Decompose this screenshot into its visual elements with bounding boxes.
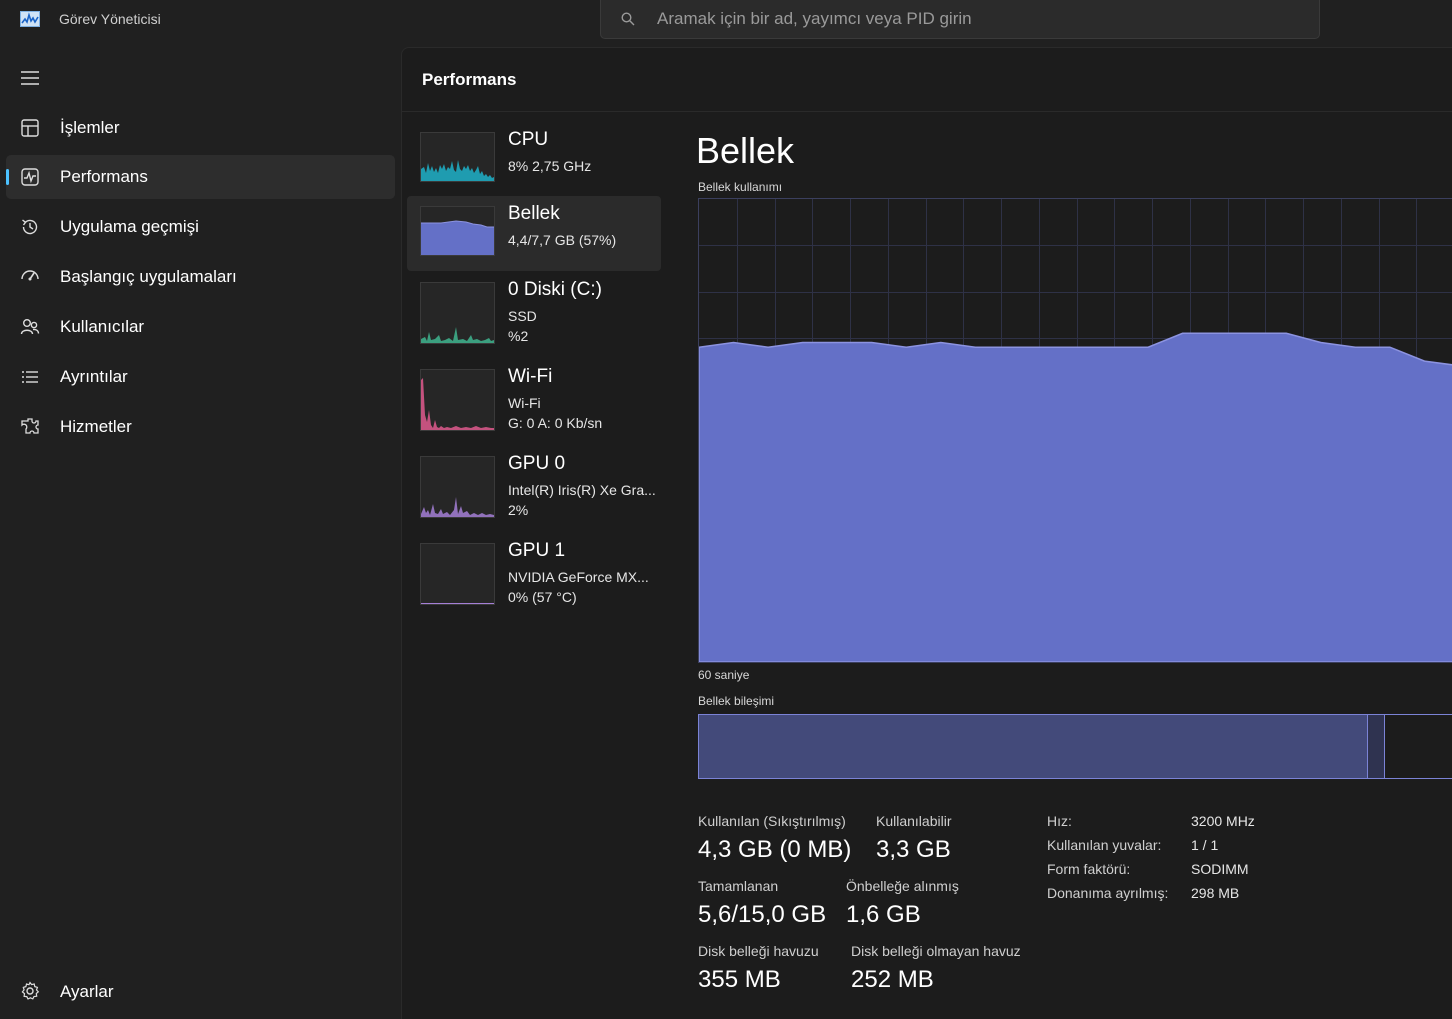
- nav-label: Hizmetler: [60, 417, 132, 436]
- committed-label: Tamamlanan: [698, 878, 779, 894]
- nav-label: Uygulama geçmişi: [60, 217, 199, 236]
- wifi-thumbnail-graph: [420, 369, 495, 431]
- nav-item-performance[interactable]: Performans: [6, 155, 395, 199]
- available-label: Kullanılabilir: [876, 813, 952, 829]
- search-input[interactable]: [657, 7, 1277, 31]
- device-detail-2: %2: [508, 328, 529, 344]
- composition-modified-segment: [1367, 715, 1385, 778]
- nav-pane: İşlemler Performans Uygulama geçmişi: [0, 44, 400, 1019]
- speed-label: Hız:: [1047, 813, 1072, 829]
- gpu0-thumbnail-graph: [420, 456, 495, 518]
- nav-item-settings[interactable]: Ayarlar: [6, 970, 395, 1014]
- nav-item-users[interactable]: Kullanıcılar: [6, 305, 395, 349]
- performance-icon: [21, 168, 39, 186]
- device-detail-2: 0% (57 °C): [508, 589, 577, 605]
- hardware-reserved-label: Donanıma ayrılmış:: [1047, 885, 1169, 901]
- time-span-label: 60 saniye: [698, 668, 750, 682]
- nav-label: İşlemler: [60, 118, 120, 137]
- title-bar: Görev Yöneticisi: [0, 0, 1452, 44]
- users-icon: [20, 319, 40, 335]
- gpu1-thumbnail-graph: [420, 543, 495, 605]
- device-name: 0 Diski (C:): [508, 279, 602, 300]
- memory-composition-bar[interactable]: [698, 714, 1452, 779]
- nav-label: Ayrıntılar: [60, 367, 128, 386]
- device-detail: 8% 2,75 GHz: [508, 158, 592, 174]
- memory-usage-chart: [699, 199, 1452, 662]
- app-title: Görev Yöneticisi: [59, 11, 161, 27]
- detail-title: Bellek: [696, 130, 795, 171]
- services-icon: [21, 418, 39, 434]
- nav-label: Başlangıç uygulamaları: [60, 267, 237, 286]
- memory-usage-graph: [698, 198, 1452, 663]
- nonpaged-pool-label: Disk belleği olmayan havuz: [851, 943, 1021, 959]
- device-name: CPU: [508, 129, 549, 150]
- composition-label: Bellek bileşimi: [698, 694, 775, 708]
- used-value: 4,3 GB (0 MB): [698, 836, 852, 863]
- page-title: Performans: [422, 70, 517, 89]
- device-detail: 4,4/7,7 GB (57%): [508, 232, 617, 248]
- device-detail-2: 2%: [508, 502, 529, 518]
- nonpaged-pool-value: 252 MB: [851, 966, 934, 993]
- cached-label: Önbelleğe alınmış: [846, 878, 959, 894]
- device-detail-2: G: 0 A: 0 Kb/sn: [508, 415, 603, 431]
- used-label: Kullanılan (Sıkıştırılmış): [698, 813, 846, 829]
- device-disk[interactable]: 0 Diski (C:) SSD %2: [407, 272, 661, 347]
- nav-item-processes[interactable]: İşlemler: [6, 106, 395, 150]
- header-divider: [402, 111, 1452, 112]
- nav-item-app-history[interactable]: Uygulama geçmişi: [6, 205, 395, 249]
- device-name: GPU 1: [508, 540, 566, 561]
- committed-value: 5,6/15,0 GB: [698, 901, 827, 928]
- composition-in-use-segment: [699, 715, 1367, 778]
- nav-item-startup-apps[interactable]: Başlangıç uygulamaları: [6, 255, 395, 299]
- device-wifi[interactable]: Wi-Fi Wi-Fi G: 0 A: 0 Kb/sn: [407, 359, 661, 434]
- search-box[interactable]: [600, 0, 1320, 39]
- cached-value: 1,6 GB: [846, 901, 921, 928]
- cpu-thumbnail-graph: [420, 132, 495, 182]
- device-detail: Wi-Fi: [508, 395, 541, 411]
- memory-usage-label: Bellek kullanımı: [698, 180, 783, 194]
- nav-label: Performans: [60, 167, 148, 186]
- device-detail: NVIDIA GeForce MX...: [508, 569, 649, 585]
- nav-label: Kullanıcılar: [60, 317, 145, 336]
- device-detail: SSD: [508, 308, 537, 324]
- device-name: GPU 0: [508, 453, 566, 474]
- task-manager-logo-icon: [20, 11, 40, 27]
- form-factor-value: SODIMM: [1191, 861, 1249, 877]
- active-indicator: [6, 169, 9, 185]
- form-factor-label: Form faktörü:: [1047, 861, 1131, 877]
- details-icon: [22, 371, 38, 383]
- device-detail: Intel(R) Iris(R) Xe Gra...: [508, 482, 656, 498]
- search-icon: [621, 12, 635, 26]
- processes-icon: [21, 119, 39, 137]
- disk-thumbnail-graph: [420, 282, 495, 344]
- hamburger-menu-icon[interactable]: [20, 70, 40, 86]
- settings-label: Ayarlar: [60, 982, 114, 1001]
- speed-value: 3200 MHz: [1191, 813, 1255, 829]
- memory-usage-area: [699, 332, 1452, 662]
- slots-used-label: Kullanılan yuvalar:: [1047, 837, 1162, 853]
- device-gpu-1[interactable]: GPU 1 NVIDIA GeForce MX... 0% (57 °C): [407, 533, 661, 608]
- nav-item-services[interactable]: Hizmetler: [6, 405, 395, 449]
- nav-item-details[interactable]: Ayrıntılar: [6, 355, 395, 399]
- device-gpu-0[interactable]: GPU 0 Intel(R) Iris(R) Xe Gra... 2%: [407, 446, 661, 521]
- startup-icon: [21, 270, 39, 281]
- paged-pool-label: Disk belleği havuzu: [698, 943, 819, 959]
- available-value: 3,3 GB: [876, 836, 951, 863]
- gear-icon: [21, 981, 40, 1000]
- device-name: Wi-Fi: [508, 366, 553, 387]
- device-cpu[interactable]: CPU 8% 2,75 GHz: [407, 122, 661, 197]
- history-icon: [22, 219, 38, 235]
- device-memory[interactable]: Bellek 4,4/7,7 GB (57%): [407, 196, 661, 271]
- hardware-reserved-value: 298 MB: [1191, 885, 1240, 901]
- paged-pool-value: 355 MB: [698, 966, 781, 993]
- device-name: Bellek: [508, 203, 560, 224]
- memory-thumbnail-graph: [420, 206, 495, 256]
- slots-used-value: 1 / 1: [1191, 837, 1219, 853]
- main-panel: Performans CPU 8% 2,75 GHz Bellek 4,4/7,…: [401, 47, 1452, 1019]
